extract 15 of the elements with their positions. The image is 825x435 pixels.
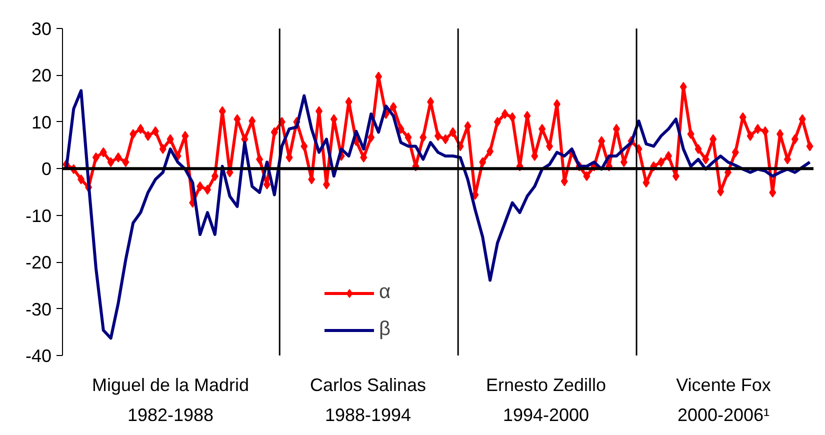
y-tick-label: 0: [41, 159, 52, 180]
legend-label: β: [379, 318, 392, 341]
text: Ernesto Zedillo 1994-2000: [486, 374, 606, 427]
y-tick-label: 30: [31, 19, 52, 39]
y-tick-label: 10: [31, 112, 52, 132]
text: Miguel de la Madrid 1982-1988: [92, 374, 250, 427]
line-series: [64, 89, 812, 340]
y-tick-label: -10: [25, 206, 52, 226]
text: Vicente Fox 2000-2006¹: [676, 374, 771, 427]
legend-label: α: [379, 281, 392, 304]
y-tick-label: -40: [25, 346, 52, 366]
text: Carlos Salinas 1988-1994: [310, 374, 426, 427]
y-tick-label: -20: [25, 252, 52, 273]
y-tick-label: -30: [25, 299, 52, 320]
y-tick-label: 20: [31, 66, 52, 86]
